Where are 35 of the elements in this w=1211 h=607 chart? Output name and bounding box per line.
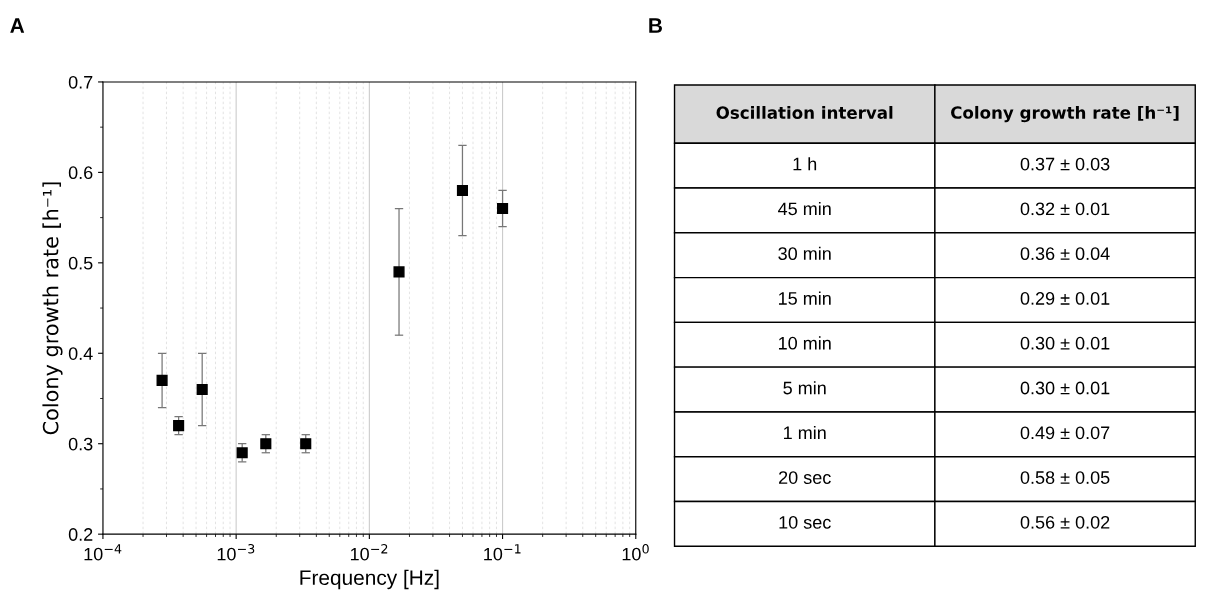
text: 0.36 ± 0.04: [1020, 247, 1110, 261]
category-label: Oscillation interval: [716, 106, 893, 119]
x-tick-label: 10$^{−3}$: [217, 544, 255, 561]
text: B: [649, 18, 662, 33]
x-tick-label: 10$^{−1}$: [484, 544, 521, 561]
text: 5 min: [783, 381, 826, 395]
text: 0.32 ± 0.01: [1020, 202, 1110, 216]
chart-title: A: [10, 18, 25, 33]
text: 10 sec: [779, 515, 831, 529]
y-tick-label: 0.4: [68, 347, 93, 360]
text: 0.29 ± 0.01: [1020, 292, 1110, 305]
y-tick-label: 0.2: [68, 528, 93, 541]
text: 1 h: [793, 157, 817, 171]
y-tick-label: 0.6: [68, 166, 93, 180]
category-label: Colony growth rate [h⁻¹]: [951, 105, 1179, 123]
text: 0.37 ± 0.03: [1020, 157, 1110, 171]
x-tick-label: 10$^{0}$: [622, 544, 649, 561]
y-tick-label: 0.3: [68, 437, 93, 451]
text: 10 min: [778, 336, 831, 350]
text: 0.30 ± 0.01: [1020, 336, 1110, 350]
text: 15 min: [778, 291, 831, 305]
text: 0.49 ± 0.07: [1020, 426, 1110, 440]
y-tick-label: 0.7: [68, 75, 93, 89]
x-tick-label: 10$^{−2}$: [350, 544, 388, 561]
text: 20 sec: [779, 471, 831, 484]
text: 0.56 ± 0.02: [1020, 515, 1110, 529]
x-tick-label: 10$^{−4}$: [84, 544, 122, 561]
text: 0.30 ± 0.01: [1020, 381, 1110, 395]
text: 1 min: [784, 425, 826, 439]
y-axis-title: Colony growth rate [h⁻¹]: [42, 182, 63, 435]
text: 30 min: [778, 246, 831, 261]
text: 45 min: [778, 201, 831, 216]
text: 0.58 ± 0.05: [1020, 471, 1110, 484]
x-axis-title: Frequency [Hz]: [300, 569, 439, 590]
y-tick-label: 0.5: [68, 256, 93, 270]
